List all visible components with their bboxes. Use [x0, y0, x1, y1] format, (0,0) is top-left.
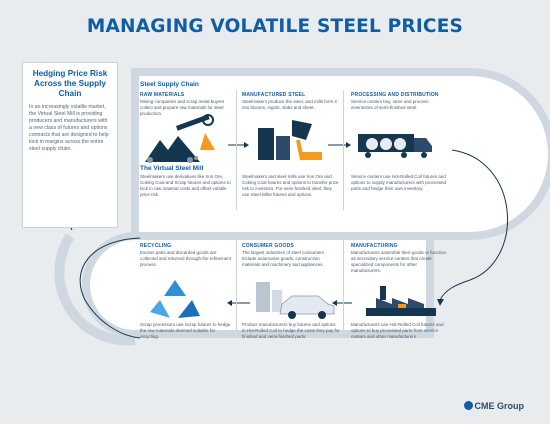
manufacturing-label: MANUFACTURING — [351, 243, 398, 249]
processing-text: Service centers buy, store and process i… — [351, 99, 429, 110]
intro-heading: Hedging Price Risk Across the Supply Cha… — [32, 69, 108, 98]
consumer-goods-label: CONSUMER GOODS — [242, 243, 294, 249]
intro-card: Hedging Price Risk Across the Supply Cha… — [22, 62, 118, 228]
intro-body: In an increasingly volatile market, the … — [29, 104, 109, 152]
page-title: MANAGING VOLATILE STEEL PRICES — [86, 16, 464, 37]
raw-materials-text: Mining companies and scrap metal buyers … — [140, 99, 225, 116]
processing-hedge: Service centers use Hot-Rolled Coil futu… — [351, 174, 447, 191]
chain-title: Steel Supply Chain — [140, 81, 199, 88]
divider — [236, 90, 237, 210]
divider — [343, 240, 344, 330]
processing-label: PROCESSING AND DISTRIBUTION — [351, 92, 439, 98]
recycling-hedge: Scrap processors use Scrap futures to he… — [140, 322, 231, 339]
divider — [236, 240, 237, 330]
manufacturing-hedge: Manufacturers use Hot-Rolled Coil future… — [351, 322, 444, 339]
mining-illustration — [145, 114, 215, 163]
recycle-illustration — [150, 280, 200, 318]
manufactured-steel-hedge: Steelmakers and steel mills use Iron Ore… — [242, 174, 339, 197]
manufactured-steel-label: MANUFACTURED STEEL — [242, 92, 306, 98]
raw-materials-hedge: Steelmakers use derivatives like Iron Or… — [140, 174, 231, 197]
steel-mill-illustration — [258, 120, 322, 161]
raw-materials-label: RAW MATERIALS — [140, 92, 185, 98]
divider — [343, 90, 344, 210]
consumer-goods-hedge: Product manufacturers buy futures and op… — [242, 322, 340, 339]
logo-text: CME Group — [474, 401, 525, 411]
factory-illustration — [366, 286, 436, 316]
manufacturing-text: Manufacturers assemble their goods or fu… — [351, 250, 447, 273]
manufactured-steel-text: Steelmakers produce the steel, and mills… — [242, 99, 337, 110]
recycling-text: Excess parts and discarded goods are col… — [140, 250, 232, 267]
car-illustration — [256, 282, 335, 319]
virtual-mill-title: The Virtual Steel Mill — [140, 165, 204, 172]
globe-icon — [463, 401, 473, 410]
recycling-label: RECYCLING — [140, 243, 172, 249]
consumer-goods-text: The largest industries of steel consumer… — [242, 250, 325, 267]
cme-group-logo: CME Group — [463, 401, 525, 411]
truck-illustration — [358, 134, 432, 158]
